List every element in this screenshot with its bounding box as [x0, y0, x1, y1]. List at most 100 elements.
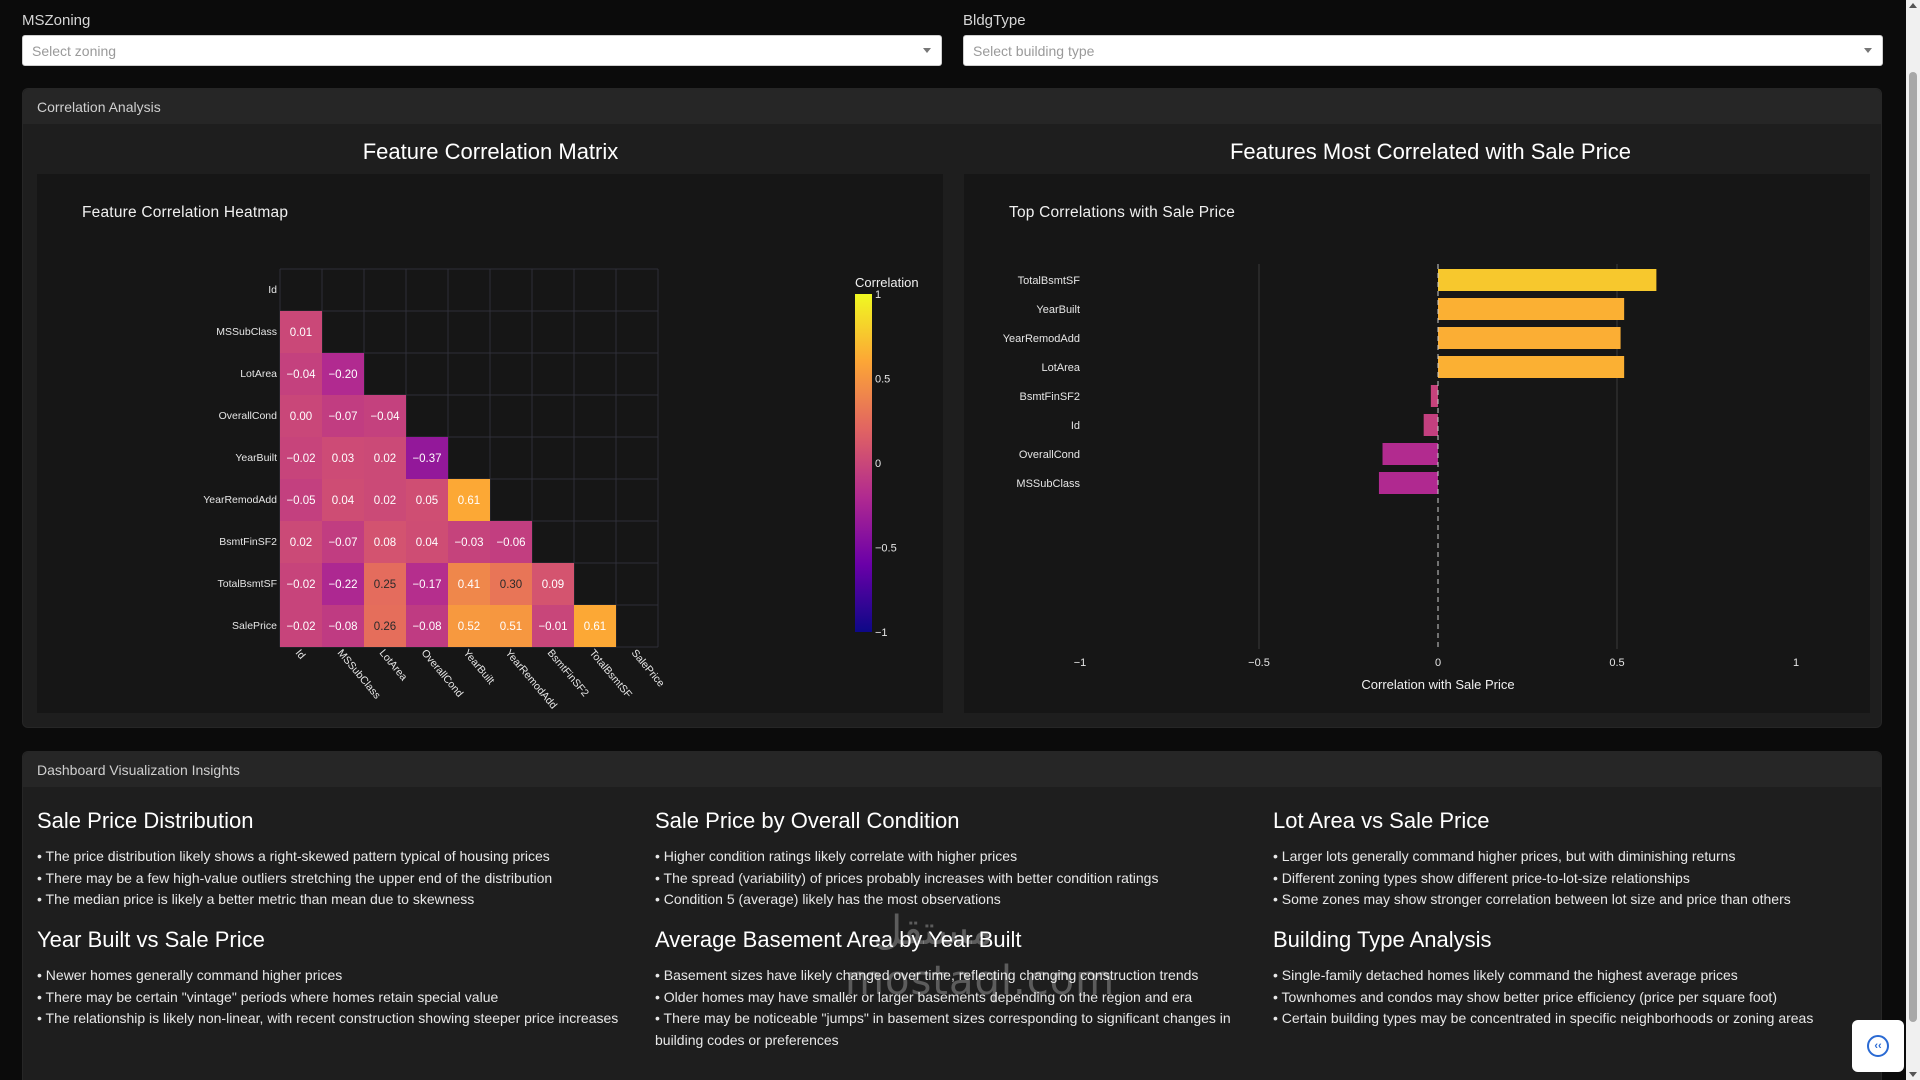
- heatmap-cell-label: 0.09: [542, 579, 564, 591]
- heatmap-cell[interactable]: [448, 479, 490, 521]
- heatmap-cell-label: −0.04: [286, 369, 316, 381]
- heatmap-cell[interactable]: [364, 437, 406, 479]
- mszoning-dropdown[interactable]: Select zoning: [22, 35, 942, 66]
- heatmap-cell[interactable]: [448, 563, 490, 605]
- heatmap-cell[interactable]: [490, 521, 532, 563]
- heatmap-cell[interactable]: [448, 521, 490, 563]
- scrollbar-thumb[interactable]: [1909, 72, 1917, 1022]
- heatmap-cell-label: −0.02: [286, 453, 315, 465]
- heatmap-cell[interactable]: [364, 395, 406, 437]
- bar-y-tick: LotArea: [1041, 362, 1080, 374]
- correlation-card: Correlation Analysis Feature Correlation…: [22, 88, 1882, 728]
- insight-block: Lot Area vs Sale Price Larger lots gener…: [1273, 808, 1873, 911]
- heatmap-cell[interactable]: [280, 395, 322, 437]
- heatmap-x-tick: BsmtFinSF2: [545, 647, 591, 699]
- bar[interactable]: [1438, 269, 1657, 291]
- heatmap-cell[interactable]: [532, 563, 574, 605]
- mszoning-label: MSZoning: [22, 12, 91, 29]
- heatmap-cell-label: −0.37: [412, 453, 441, 465]
- heatmap-cell[interactable]: [406, 479, 448, 521]
- heatmap-cell[interactable]: [490, 605, 532, 647]
- bar[interactable]: [1430, 385, 1438, 407]
- bar-x-tick: −1: [1074, 657, 1087, 669]
- insight-item: Townhomes and condos may show better pri…: [1273, 987, 1873, 1009]
- heatmap-cell-label: −0.22: [328, 579, 357, 591]
- scroll-up-icon[interactable]: [1909, 3, 1917, 8]
- bar[interactable]: [1438, 327, 1621, 349]
- heatmap-plot[interactable]: Feature Correlation Heatmap 0.01 −0.04 −0.…: [37, 174, 943, 713]
- heatmap-cell[interactable]: [406, 605, 448, 647]
- heatmap-cell[interactable]: [280, 563, 322, 605]
- insight-item: There may be certain "vintage" periods w…: [37, 987, 637, 1009]
- heatmap-cell[interactable]: [490, 563, 532, 605]
- heatmap-x-tick: YearBuilt: [461, 647, 497, 687]
- heatmap-cell[interactable]: [364, 605, 406, 647]
- heatmap-y-tick: MSSubClass: [216, 326, 277, 338]
- insight-item: The price distribution likely shows a ri…: [37, 846, 637, 868]
- heatmap-cell-label: −0.05: [286, 495, 315, 507]
- insight-block: Sale Price Distribution The price distri…: [37, 808, 637, 911]
- heatmap-cell[interactable]: [280, 479, 322, 521]
- insight-item: Newer homes generally command higher pri…: [37, 965, 637, 987]
- heatmap-y-tick: BsmtFinSF2: [219, 536, 277, 548]
- bar[interactable]: [1382, 443, 1438, 465]
- bar-y-tick: YearRemodAdd: [1003, 333, 1080, 345]
- bldgtype-dropdown[interactable]: Select building type: [963, 35, 1883, 66]
- page-scrollbar[interactable]: [1906, 0, 1920, 1080]
- heatmap-cell[interactable]: [322, 437, 364, 479]
- heatmap-cell[interactable]: [280, 605, 322, 647]
- heatmap-cell[interactable]: [280, 437, 322, 479]
- bldgtype-placeholder: Select building type: [973, 42, 1095, 59]
- heatmap-cell[interactable]: [448, 605, 490, 647]
- heatmap-cell[interactable]: [364, 521, 406, 563]
- heatmap-cell[interactable]: [322, 395, 364, 437]
- collapse-button[interactable]: ‹‹: [1852, 1020, 1904, 1072]
- insight-item: Higher condition ratings likely correlat…: [655, 846, 1255, 868]
- heatmap-cell[interactable]: [322, 521, 364, 563]
- bar[interactable]: [1438, 356, 1625, 378]
- heatmap-cell-label: −0.03: [454, 537, 483, 549]
- heatmap-cell-label: −0.02: [286, 621, 315, 633]
- scroll-down-icon[interactable]: [1909, 1072, 1917, 1077]
- mszoning-placeholder: Select zoning: [32, 42, 117, 59]
- heatmap-cell[interactable]: [364, 563, 406, 605]
- bar-y-tick: TotalBsmtSF: [1018, 275, 1081, 287]
- heatmap-cell[interactable]: [406, 521, 448, 563]
- insight-block: Year Built vs Sale Price Newer homes gen…: [37, 927, 637, 1030]
- heatmap-cell[interactable]: [322, 605, 364, 647]
- chevron-down-icon: [1864, 48, 1872, 53]
- heatmap-cell[interactable]: [322, 479, 364, 521]
- bar-title: Top Correlations with Sale Price: [1009, 204, 1236, 221]
- heatmap-cell-label: −0.06: [496, 537, 525, 549]
- bar[interactable]: [1378, 472, 1438, 494]
- heatmap-cell[interactable]: [532, 605, 574, 647]
- bar-y-tick: BsmtFinSF2: [1019, 391, 1080, 403]
- heatmap-cell[interactable]: [364, 479, 406, 521]
- heatmap-cell[interactable]: [322, 563, 364, 605]
- heatmap-cell-label: 0.03: [332, 453, 354, 465]
- heatmap-cell-label: 0.00: [290, 411, 312, 423]
- insight-item: The spread (variability) of prices proba…: [655, 868, 1255, 890]
- heatmap-cell[interactable]: [280, 521, 322, 563]
- bar[interactable]: [1423, 414, 1438, 436]
- insight-title: Average Basement Area by Year Built: [655, 927, 1022, 952]
- heatmap-cell[interactable]: [574, 605, 616, 647]
- heatmap-cell-label: 0.41: [458, 579, 480, 591]
- colorbar-title: Correlation: [855, 275, 919, 290]
- bar-plot[interactable]: Top Correlations with Sale Price TotalBs…: [964, 174, 1870, 713]
- heatmap-cell[interactable]: [280, 311, 322, 353]
- heatmap-cell-label: 0.02: [374, 453, 396, 465]
- insight-item: Certain building types may be concentrat…: [1273, 1008, 1873, 1030]
- heatmap-cell[interactable]: [322, 353, 364, 395]
- heatmap-cell-label: 0.02: [374, 495, 396, 507]
- insight-item: Larger lots generally command higher pri…: [1273, 846, 1873, 868]
- bldgtype-filter: BldgType Select building type: [963, 12, 1883, 66]
- heatmap-cell[interactable]: [406, 563, 448, 605]
- insight-item: There may be a few high-value outliers s…: [37, 868, 637, 890]
- matrix-section-title: Feature Correlation Matrix: [362, 139, 619, 164]
- heatmap-cell-label: 0.61: [458, 495, 480, 507]
- top-corr-section-title: Features Most Correlated with Sale Price: [1229, 139, 1632, 164]
- heatmap-cell[interactable]: [406, 437, 448, 479]
- heatmap-cell[interactable]: [280, 353, 322, 395]
- bar[interactable]: [1438, 298, 1625, 320]
